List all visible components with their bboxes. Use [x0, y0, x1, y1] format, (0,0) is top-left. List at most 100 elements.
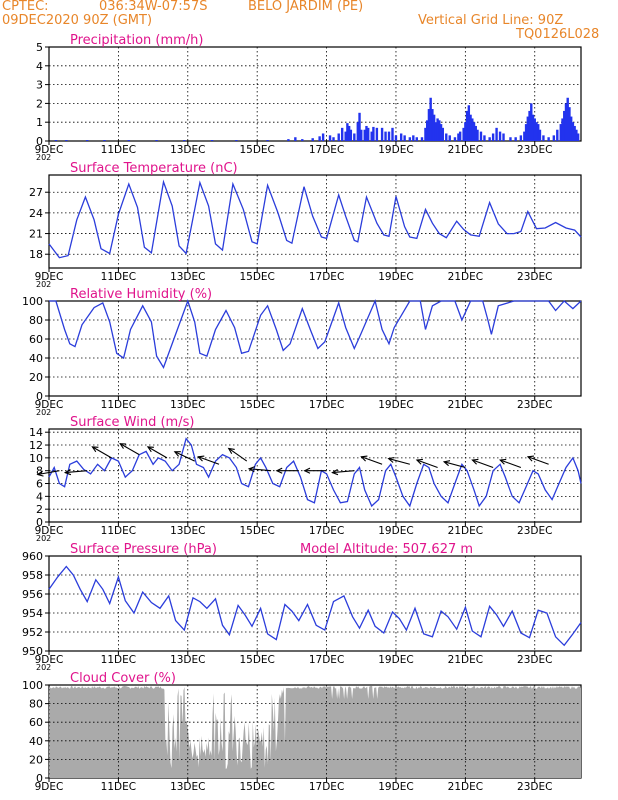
- x-tick-label: 21DEC: [448, 271, 483, 283]
- year-fragment-label: 202: [36, 534, 51, 543]
- year-fragment-label: 202: [36, 280, 51, 289]
- series-line: [48, 565, 582, 647]
- precip-bar: [458, 131, 462, 141]
- precip-bar: [363, 129, 366, 141]
- x-tick-label: 13DEC: [170, 654, 205, 666]
- precip-bar: [559, 124, 562, 141]
- precip-bar: [127, 140, 131, 141]
- precip-bar: [353, 133, 356, 141]
- wind-arrow-shaft: [443, 461, 466, 469]
- wind-arrow-head: [360, 455, 368, 462]
- precip-bar: [420, 137, 424, 141]
- wind-arrow-shaft: [147, 446, 168, 459]
- wind-arrow-shaft: [388, 458, 410, 465]
- x-tick-label: 21DEC: [448, 654, 483, 666]
- precip-bar: [537, 124, 540, 141]
- precip-bar: [427, 109, 431, 141]
- wind-arrow-head: [499, 458, 507, 465]
- panel-title: Precipitation (mm/h): [70, 33, 203, 48]
- y-tick-label: 2: [36, 503, 43, 516]
- panel-frame: [48, 46, 582, 142]
- precip-bar: [403, 135, 406, 141]
- precip-bar: [474, 125, 477, 141]
- precip-bar: [453, 137, 457, 141]
- year-fragment-label: 202: [36, 153, 51, 162]
- x-tick-label: 21DEC: [448, 781, 483, 793]
- precip-bar: [415, 137, 418, 141]
- wind-arrow-shaft: [472, 459, 494, 468]
- precip-bar: [531, 114, 535, 141]
- x-tick-label: 15DEC: [239, 654, 274, 666]
- x-tick-label: 23DEC: [517, 525, 552, 537]
- x-tick-label: 13DEC: [170, 781, 205, 793]
- precip-bar: [535, 122, 538, 141]
- precip-bar: [573, 125, 576, 141]
- precip-bar: [424, 127, 427, 141]
- x-tick-label: 23DEC: [517, 271, 552, 283]
- wind-arrow-shaft: [198, 456, 220, 465]
- precip-bar: [332, 137, 335, 141]
- panel-frame: [48, 555, 582, 652]
- y-tick-label: 80: [29, 698, 43, 711]
- wind-arrow-head: [387, 456, 395, 463]
- x-tick-label: 17DEC: [309, 654, 344, 666]
- y-tick-label: 60: [29, 333, 43, 346]
- wind-arrow-head: [275, 467, 283, 474]
- wind-arrow-shaft: [119, 443, 140, 456]
- y-tick-label: 20: [29, 753, 43, 766]
- wind-arrow-head: [146, 446, 154, 453]
- wind-arrow-head: [119, 443, 127, 449]
- precip-bar: [439, 124, 443, 141]
- y-tick-label: 954: [22, 607, 43, 620]
- precip-bar: [462, 127, 465, 141]
- y-tick-label: 100: [22, 679, 43, 692]
- y-tick-label: 18: [29, 248, 43, 261]
- wind-arrow-head: [303, 467, 311, 474]
- wind-arrow-shaft: [37, 470, 60, 476]
- precip-bar: [488, 137, 491, 141]
- wind-arrow-head: [247, 466, 255, 473]
- precip-bar: [542, 135, 545, 141]
- precip-bar: [65, 140, 68, 141]
- precip-bar: [408, 137, 412, 141]
- precip-bar: [566, 97, 569, 141]
- x-tick-label: 13DEC: [170, 144, 205, 156]
- precip-bar: [294, 137, 297, 141]
- wind-arrow-head: [227, 447, 235, 454]
- precip-bar: [569, 116, 573, 141]
- x-tick-label: 19DEC: [378, 144, 413, 156]
- header-location: BELO JARDIM (PE): [248, 0, 364, 14]
- precip-bar: [412, 135, 415, 141]
- x-tick-label: 17DEC: [309, 525, 344, 537]
- precip-bar: [391, 127, 394, 141]
- precip-bar: [425, 120, 429, 141]
- precip-bar: [471, 118, 474, 141]
- wind-arrow-shaft: [500, 459, 522, 468]
- precip-bar: [328, 135, 332, 141]
- precip-bar: [441, 127, 445, 141]
- precip-bar: [183, 140, 186, 141]
- precip-bar: [495, 127, 498, 141]
- precip-bar: [311, 138, 314, 141]
- y-tick-label: 60: [29, 716, 43, 729]
- year-fragment-label: 202: [36, 663, 51, 672]
- series-line: [49, 298, 582, 369]
- y-tick-label: 8: [36, 465, 43, 478]
- precip-bar: [457, 133, 460, 141]
- precip-bar: [431, 109, 434, 141]
- precip-bar: [498, 131, 502, 141]
- precip-bar: [429, 97, 432, 141]
- y-tick-label: 0: [36, 135, 43, 148]
- y-tick-label: 960: [22, 550, 43, 563]
- precip-bar: [483, 135, 486, 141]
- precip-bar: [524, 124, 528, 141]
- y-tick-label: 0: [36, 516, 43, 529]
- precip-bar: [526, 116, 530, 141]
- wind-arrow-head: [526, 455, 534, 462]
- series-line: [48, 437, 582, 508]
- wind-arrow-head: [471, 458, 479, 465]
- precip-bar: [445, 133, 448, 141]
- precip-bar: [547, 137, 550, 141]
- wind-arrow-head: [63, 469, 72, 476]
- y-tick-label: 958: [22, 569, 43, 582]
